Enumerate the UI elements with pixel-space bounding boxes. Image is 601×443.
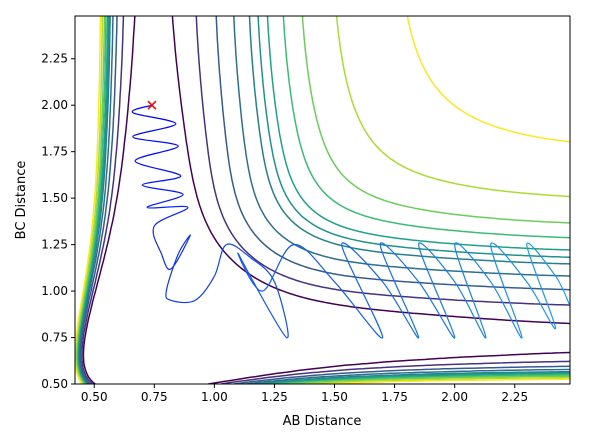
trajectory-segment <box>454 242 492 283</box>
trajectory-segment <box>454 281 487 339</box>
x-tick-label: 1.50 <box>321 390 348 404</box>
y-tick-label: 2.25 <box>41 52 68 66</box>
trajectory-segment <box>382 281 420 339</box>
y-tick-label: 2.00 <box>41 98 68 112</box>
x-tick-label: 2.25 <box>501 390 528 404</box>
trajectory-segment <box>160 253 172 270</box>
start-marker <box>147 100 157 110</box>
x-tick-label: 1.75 <box>381 390 408 404</box>
x-axis-ticks: 0.50 0.75 1.00 1.25 1.50 1.75 2.00 2.25 <box>81 384 528 404</box>
x-axis-label: AB Distance <box>283 414 362 429</box>
contour-line <box>75 16 570 384</box>
contour-line <box>75 16 570 384</box>
start-marker-stroke <box>147 100 157 110</box>
trajectory-segment <box>418 242 456 283</box>
trajectory-segment <box>177 234 191 255</box>
x-tick-label: 0.75 <box>141 390 168 404</box>
trajectory-segment <box>226 243 251 259</box>
trajectory-segment <box>418 281 456 339</box>
trajectory-segment <box>454 244 487 338</box>
trajectory-segment <box>146 205 189 209</box>
trajectory-segment <box>418 244 456 338</box>
y-tick-label: 0.75 <box>41 331 68 345</box>
trajectory-segment <box>341 244 384 338</box>
contour-line <box>78 16 570 384</box>
trajectory-segment <box>262 244 294 292</box>
trajectory-segment <box>134 145 179 162</box>
trajectory-segment <box>165 253 179 292</box>
y-tick-label: 1.50 <box>41 191 68 205</box>
trajectory-segment <box>194 275 215 301</box>
contour-line <box>82 16 570 384</box>
trajectory-segment <box>237 253 287 338</box>
y-tick-label: 1.25 <box>41 238 68 252</box>
trajectory-segment <box>237 252 263 292</box>
trajectory-segment <box>526 244 557 329</box>
x-tick-label: 1.00 <box>201 390 228 404</box>
y-tick-label: 0.50 <box>41 377 68 391</box>
trajectory-segment <box>273 281 289 339</box>
contour-line <box>79 16 570 384</box>
trajectory-segment <box>490 281 523 339</box>
trajectory-segment <box>379 244 420 338</box>
trajectory-segment <box>165 291 172 301</box>
trajectory-segment <box>526 242 557 277</box>
contour-line <box>75 16 570 384</box>
trajectory-segment <box>490 242 528 283</box>
trajectory-segment <box>250 257 275 283</box>
y-axis-ticks: 0.50 0.75 1.00 1.25 1.50 1.75 2.00 2.25 <box>41 52 75 391</box>
contour-line <box>81 16 570 384</box>
trajectory-segment <box>152 225 163 255</box>
x-tick-label: 2.00 <box>441 390 468 404</box>
trajectory-segment <box>132 136 179 147</box>
x-tick-label: 0.50 <box>81 390 108 404</box>
trajectory-segment <box>141 175 182 186</box>
trajectory-segment <box>213 244 227 277</box>
trajectory-segment <box>379 242 420 283</box>
y-tick-label: 1.00 <box>41 284 68 298</box>
contour-lines <box>75 16 570 384</box>
trajectory-segment <box>146 193 184 208</box>
trajectory-segment <box>132 123 177 138</box>
trajectory-segment <box>141 184 184 195</box>
trajectory-segment <box>170 299 196 304</box>
y-axis-label: BC Distance <box>14 161 29 240</box>
trajectory-segment <box>132 112 177 125</box>
trajectory-segment <box>555 275 570 307</box>
trajectory-segment <box>170 235 191 270</box>
trajectory-segment <box>153 206 189 227</box>
trajectory-segment <box>341 242 384 283</box>
trajectory <box>131 104 570 339</box>
x-tick-label: 1.25 <box>261 390 288 404</box>
trajectory-segment <box>490 244 523 338</box>
plot-frame <box>74 15 571 385</box>
y-tick-label: 1.75 <box>41 145 68 159</box>
trajectory-segment <box>293 243 335 283</box>
trajectory-segment <box>334 281 384 339</box>
trajectory-segment <box>134 160 182 177</box>
trajectory-segment <box>526 281 557 330</box>
